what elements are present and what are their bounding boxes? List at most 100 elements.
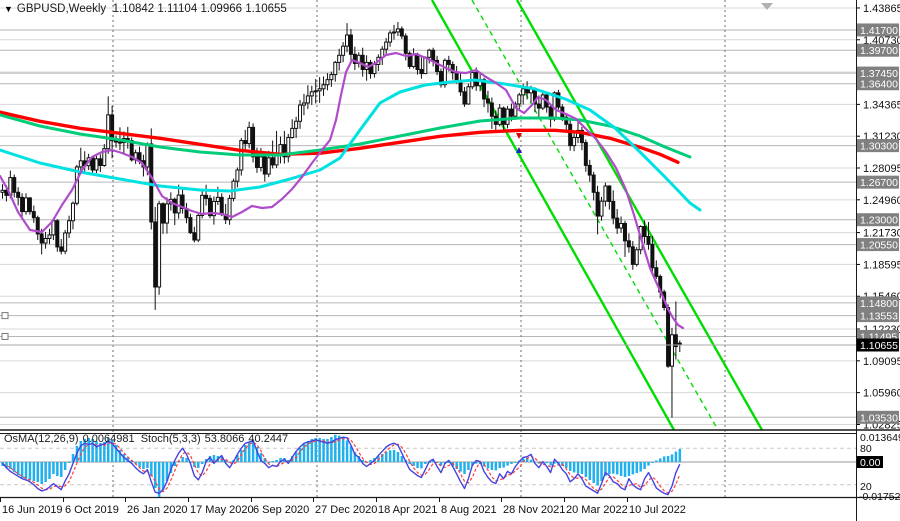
candle bbox=[431, 49, 436, 61]
candle bbox=[388, 32, 393, 43]
price-axis-label: 1.09095 bbox=[863, 356, 900, 368]
candle bbox=[345, 34, 350, 47]
osma-histogram-bar bbox=[48, 462, 51, 479]
osma-histogram-bar bbox=[514, 462, 517, 463]
osma-histogram-bar bbox=[384, 452, 388, 462]
close-value: 1.10655 bbox=[245, 3, 287, 15]
candle bbox=[521, 88, 526, 96]
osma-histogram-bar bbox=[576, 462, 580, 473]
level-price-label-bg bbox=[857, 139, 899, 153]
osma-histogram-bar bbox=[224, 460, 227, 462]
osma-histogram-bar bbox=[5, 462, 8, 468]
candle bbox=[348, 34, 353, 55]
indicator-max-label: 0.0136496 bbox=[860, 432, 900, 444]
candle bbox=[525, 88, 530, 94]
osma-histogram-bar bbox=[670, 454, 674, 462]
line-selection-handle[interactable] bbox=[1, 312, 9, 320]
candle bbox=[102, 148, 107, 167]
candle bbox=[282, 144, 287, 158]
candle bbox=[646, 235, 651, 245]
level-price-label-bg bbox=[857, 213, 899, 227]
osma-histogram-bar bbox=[400, 456, 404, 462]
candle bbox=[321, 84, 326, 90]
osma-histogram-bar bbox=[498, 462, 502, 468]
chart-scroll-marker-icon[interactable] bbox=[761, 3, 773, 10]
candle bbox=[587, 164, 592, 176]
candle bbox=[622, 222, 627, 242]
candle bbox=[392, 31, 396, 34]
buy-arrow-icon bbox=[516, 147, 522, 153]
osma-histogram-bar bbox=[334, 434, 337, 462]
candle bbox=[43, 237, 48, 244]
channel-trendline[interactable] bbox=[515, 0, 764, 431]
candle bbox=[513, 103, 518, 117]
candle bbox=[333, 61, 338, 76]
date-axis-label: 27 Dec 2020 bbox=[315, 504, 377, 516]
osma-histogram-bar bbox=[612, 462, 615, 474]
candle bbox=[427, 49, 432, 58]
sell-arrow-icon bbox=[516, 133, 522, 139]
osma-histogram-bar bbox=[494, 462, 498, 471]
osma-histogram-bar bbox=[114, 445, 118, 462]
level-price-label-bg bbox=[857, 23, 899, 37]
osma-histogram-bar bbox=[13, 462, 16, 472]
channel-median-line[interactable] bbox=[471, 0, 719, 431]
osma-histogram-bar bbox=[302, 444, 306, 462]
osma-histogram-bar bbox=[32, 462, 36, 481]
osma-histogram-bar bbox=[553, 462, 556, 464]
osma-histogram-bar bbox=[95, 441, 98, 462]
candle bbox=[313, 90, 318, 93]
osma-histogram-bar bbox=[662, 456, 666, 462]
candle bbox=[110, 114, 115, 142]
level-price-label: 1.03530 bbox=[860, 412, 898, 424]
osma-histogram-bar bbox=[142, 462, 145, 469]
candle bbox=[403, 35, 408, 54]
osma-histogram-bar bbox=[318, 438, 321, 462]
osma-histogram-bar bbox=[16, 462, 20, 475]
candle bbox=[411, 53, 416, 67]
candle bbox=[399, 28, 404, 37]
candle bbox=[301, 102, 306, 106]
osma-histogram-bar bbox=[40, 462, 43, 484]
osma-histogram-bar bbox=[83, 439, 87, 462]
candle bbox=[505, 108, 510, 125]
osma-histogram-bar bbox=[56, 462, 59, 476]
osma-histogram-bar bbox=[412, 462, 415, 466]
osma-histogram-bar bbox=[600, 462, 603, 481]
current-price-label-bg bbox=[857, 338, 899, 352]
osma-histogram-bar bbox=[584, 462, 588, 477]
osma-histogram-bar bbox=[353, 452, 357, 462]
stoch-signal-value: 40.2447 bbox=[248, 433, 289, 445]
candle bbox=[243, 140, 248, 145]
osma-histogram-bar bbox=[263, 458, 267, 462]
candle bbox=[630, 246, 635, 265]
osma-histogram-bar bbox=[580, 462, 584, 474]
candle bbox=[466, 86, 471, 105]
osma-histogram-bar bbox=[639, 462, 642, 472]
level-price-label-bg bbox=[857, 410, 899, 424]
candle bbox=[442, 59, 447, 86]
stoch-main-value: 53.8066 bbox=[204, 433, 245, 445]
osma-histogram-bar bbox=[110, 440, 114, 462]
level-price-label-bg bbox=[857, 309, 899, 323]
symbol-dropdown-icon[interactable]: ▼ bbox=[4, 4, 13, 14]
osma-histogram-bar bbox=[506, 462, 509, 466]
candle bbox=[286, 137, 291, 158]
candle bbox=[294, 120, 299, 129]
candle bbox=[266, 157, 271, 175]
stoch-signal-line bbox=[2, 437, 681, 494]
level-price-label-bg bbox=[857, 66, 899, 80]
osma-histogram-bar bbox=[52, 462, 55, 474]
level-price-label: 1.41700 bbox=[860, 25, 898, 37]
candle bbox=[211, 200, 216, 217]
line-selection-handle[interactable] bbox=[1, 332, 9, 340]
candle bbox=[317, 88, 322, 92]
osma-zero-label: 0.00 bbox=[860, 457, 881, 469]
candle bbox=[419, 69, 424, 75]
candle bbox=[94, 158, 99, 171]
candle bbox=[12, 177, 17, 193]
osma-histogram-bar bbox=[381, 454, 384, 462]
candle bbox=[603, 185, 608, 202]
